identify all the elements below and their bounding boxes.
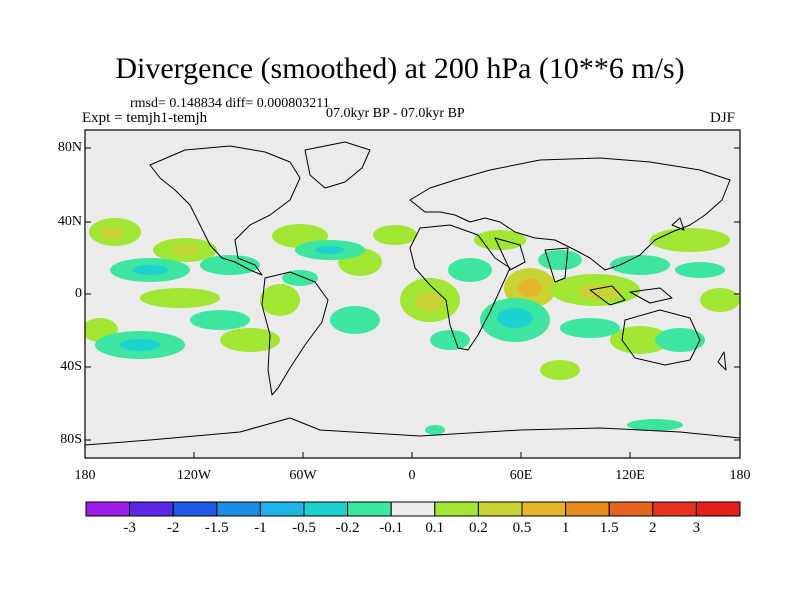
colorbar-box <box>434 501 479 517</box>
lon-tick-label: 60E <box>509 468 533 483</box>
lat-tick-label: 40N <box>57 214 82 229</box>
lon-tick-label: 120W <box>176 468 212 483</box>
lat-tick-label: 80S <box>60 432 82 447</box>
colorbar-box <box>477 501 523 517</box>
map-ticks <box>84 147 741 458</box>
lon-tick-label: 180 <box>729 468 751 483</box>
lon-tick-label: 60W <box>289 468 317 483</box>
anomaly-blobs-negative <box>95 240 725 435</box>
experiment-label: Expt = temjh1-temjh <box>82 110 208 126</box>
colorbar-tick-label: -0.1 <box>379 520 404 536</box>
colorbar-box <box>390 501 436 517</box>
period-label: 07.0kyr BP - 07.0kyr BP <box>326 106 465 121</box>
colorbar-tick-label: -0.2 <box>335 520 360 536</box>
colorbar-box <box>259 501 305 517</box>
lon-tick-label: 180 <box>74 468 96 483</box>
colorbar-tick-label: 1 <box>561 520 570 536</box>
stats-text: rmsd= 0.148834 diff= 0.000803211 <box>130 96 330 111</box>
colorbar-box <box>216 501 261 517</box>
colorbar-tick-label: -3 <box>123 520 136 536</box>
colorbar-tick-label: 0.1 <box>425 520 445 536</box>
colorbar-box <box>85 501 131 517</box>
colorbar-tick-label: 1.5 <box>599 520 619 536</box>
lon-tick-label: 0 <box>408 468 416 483</box>
colorbar-box <box>303 501 349 517</box>
colorbar-tick-label: 2 <box>649 520 657 536</box>
colorbar-tick-label: -1 <box>254 520 267 536</box>
colorbar-tick-label: 0.5 <box>512 520 532 536</box>
colorbar-box <box>695 501 741 517</box>
colorbar-box <box>565 501 610 517</box>
chart-title: Divergence (smoothed) at 200 hPa (10**6 … <box>115 52 685 85</box>
colorbar-box <box>347 501 392 517</box>
colorbar-box <box>129 501 174 517</box>
season-label: DJF <box>710 110 736 126</box>
colorbar-tick-label: 3 <box>692 520 701 536</box>
colorbar-tick-label: 0.2 <box>469 520 488 536</box>
colorbar-box <box>652 501 697 517</box>
colorbar <box>85 501 741 517</box>
colorbar-tick-label: -0.5 <box>292 520 316 536</box>
lat-tick-label: 80N <box>57 140 82 155</box>
lat-tick-label: 0 <box>75 286 82 301</box>
colorbar-tick-label: -1.5 <box>204 520 229 536</box>
colorbar-box <box>608 501 654 517</box>
colorbar-box <box>172 501 218 517</box>
divergence-field <box>85 141 740 458</box>
colorbar-tick-label: -2 <box>166 520 180 536</box>
lon-tick-label: 120E <box>615 468 645 483</box>
anomaly-blobs-positive <box>85 218 740 380</box>
continent-outlines <box>85 141 740 458</box>
colorbar-box <box>521 501 567 517</box>
lat-tick-label: 40S <box>60 359 82 374</box>
